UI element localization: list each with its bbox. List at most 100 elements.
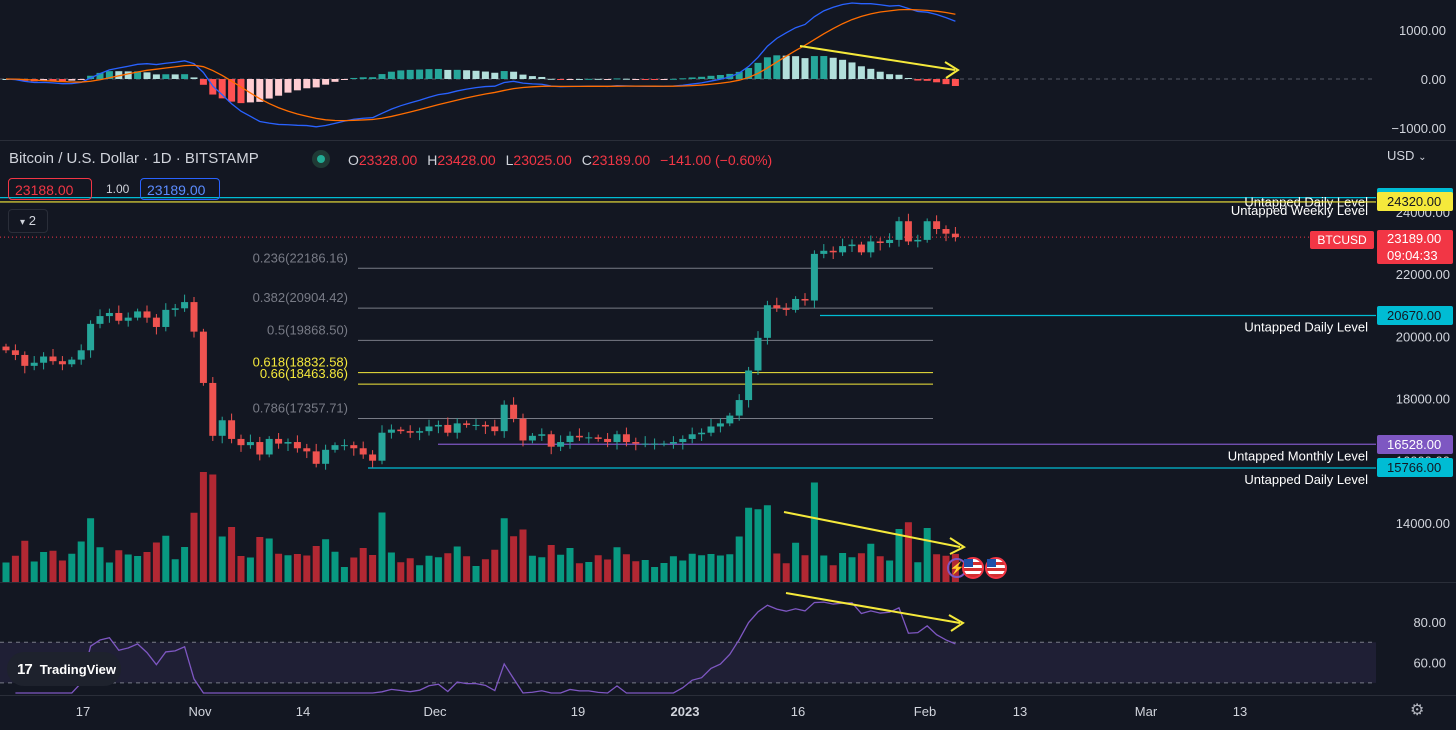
candle-body	[350, 445, 358, 449]
candle-body	[735, 400, 743, 416]
fib-label: 0.786(17357.71)	[253, 400, 348, 415]
volume-bar	[11, 555, 19, 582]
time-axis-label: Mar	[1135, 704, 1158, 719]
candle-body	[124, 317, 132, 321]
candle-body	[773, 305, 781, 309]
volume-bar	[387, 552, 395, 582]
market-status-icon[interactable]	[312, 150, 330, 168]
macd-histogram-bar	[134, 71, 142, 79]
candle-body	[500, 404, 508, 432]
macd-histogram-bar	[613, 78, 621, 80]
macd-histogram-bar	[519, 74, 527, 79]
fib-label: 0.382(20904.42)	[253, 290, 348, 305]
volume-bar	[820, 555, 828, 582]
volume-bar	[134, 556, 142, 582]
candle-body	[481, 424, 489, 427]
volume-bar	[21, 540, 29, 582]
macd-divergence-arrow	[799, 45, 956, 71]
symbol-title[interactable]: Bitcoin / U.S. Dollar · 1D · BITSTAMP	[9, 150, 259, 167]
us-flag-icon[interactable]	[962, 557, 984, 579]
macd-histogram-bar	[538, 76, 546, 79]
volume-bar	[49, 550, 57, 582]
buy-price-button[interactable]: 23189.00	[140, 178, 220, 200]
volume-bar	[369, 555, 377, 582]
volume-bar	[886, 560, 894, 582]
indicators-collapse-button[interactable]: ▾ 2	[8, 209, 48, 233]
macd-pane[interactable]: 1000.00 0.00 −1000.00	[0, 0, 1456, 141]
macd-histogram-bar	[359, 77, 367, 79]
currency-selector[interactable]: USD ⌄	[1387, 148, 1426, 163]
tradingview-badge[interactable]: 17 TradingView	[7, 652, 121, 686]
candle-body	[2, 346, 10, 351]
macd-histogram-bar	[218, 79, 226, 99]
gear-icon[interactable]: ⚙	[1410, 702, 1425, 719]
macd-histogram-bar	[171, 74, 179, 79]
last-price-symbol-tag: BTCUSD	[1310, 231, 1374, 249]
us-flag-icon[interactable]	[985, 557, 1007, 579]
macd-histogram-bar	[77, 79, 85, 80]
volume-bar	[312, 546, 320, 582]
candle-body	[40, 356, 48, 363]
macd-histogram-bar	[425, 69, 433, 79]
volume-bar	[754, 509, 762, 582]
volume-bar	[660, 563, 668, 582]
candle-body	[284, 442, 292, 444]
macd-histogram-bar	[660, 79, 668, 80]
price-axis-label: 20000.00	[1396, 329, 1450, 344]
macd-histogram-bar	[801, 58, 809, 79]
volume-bar	[237, 556, 245, 582]
volume-bar	[40, 552, 48, 582]
macd-histogram-bar	[622, 78, 630, 80]
candle-body	[265, 438, 273, 455]
volume-bar	[293, 554, 301, 582]
volume-bar	[190, 512, 198, 582]
candle-body	[387, 429, 395, 433]
candle-body	[745, 370, 753, 401]
macd-histogram-bar	[275, 79, 283, 96]
candle-body	[293, 442, 301, 449]
time-axis-label: 19	[571, 704, 585, 719]
rsi-line	[15, 601, 956, 694]
volume-bar	[256, 537, 264, 582]
candle-body	[867, 241, 875, 253]
candle-body	[181, 302, 189, 309]
candle-body	[754, 337, 762, 371]
volume-bar	[867, 543, 875, 582]
rsi-pane[interactable]: 80.00 60.00	[0, 583, 1456, 695]
low-value: 23025.00	[513, 152, 572, 168]
volume-bar	[359, 548, 367, 582]
spread-value: 1.00	[106, 182, 130, 196]
volume-bar	[434, 557, 442, 582]
candle-body	[491, 426, 499, 432]
price-pane[interactable]: 24000.0022000.0020000.0018000.0016000.00…	[0, 140, 1456, 583]
volume-bar	[528, 555, 536, 582]
candle-body	[923, 221, 931, 240]
macd-histogram-bar	[481, 71, 489, 79]
volume-bar	[350, 557, 358, 582]
candle-body	[839, 246, 847, 253]
candle-body	[904, 221, 912, 242]
volume-bar	[792, 542, 800, 582]
volume-bar	[115, 550, 123, 582]
currency-label: USD	[1387, 148, 1415, 163]
macd-histogram-bar	[143, 72, 151, 79]
candle-body	[914, 239, 922, 242]
candle-body	[782, 308, 790, 310]
macd-histogram-bar	[105, 71, 113, 79]
macd-histogram-bar	[933, 79, 941, 83]
candle-body	[810, 253, 818, 301]
candle-body	[820, 250, 828, 254]
sell-price-button[interactable]: 23188.00	[8, 178, 92, 200]
macd-chart: 1000.00 0.00 −1000.00	[0, 2, 1446, 136]
candle-body	[528, 435, 536, 441]
macd-histogram-bar	[312, 79, 320, 88]
time-axis[interactable]: 17 Nov 14 Dec 19 2023 16 Feb 13 Mar 13	[0, 695, 1456, 725]
macd-histogram-bar	[96, 72, 104, 79]
volume-bar	[378, 512, 386, 582]
macd-histogram-bar	[322, 79, 330, 85]
macd-histogram-bar	[820, 56, 828, 79]
volume-bar	[2, 562, 10, 582]
candle-body	[77, 350, 85, 360]
macd-histogram-bar	[124, 71, 132, 79]
macd-histogram-bar	[716, 75, 724, 79]
